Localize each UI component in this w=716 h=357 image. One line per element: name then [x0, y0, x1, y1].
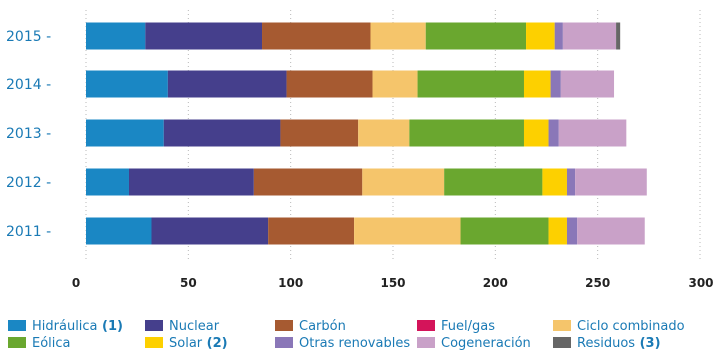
legend-swatch: [145, 320, 163, 331]
bar-segment-2015-ciclo-combinado: [370, 22, 426, 50]
legend-label: Cogeneración: [441, 336, 531, 351]
bar-row-2015: [86, 22, 621, 50]
bar-segment-2015-solar: [526, 22, 555, 50]
legend-swatch: [417, 337, 435, 348]
legend-label: Otras renovables: [299, 336, 410, 351]
legend-label: Nuclear: [169, 319, 220, 334]
legend-label: Eólica: [32, 336, 71, 351]
legend-swatch: [553, 320, 571, 331]
bar-segment-2014-cogeneración: [560, 70, 615, 98]
bar-segment-2011-ciclo-combinado: [354, 217, 461, 245]
legend-item-hidráulica: Hidráulica (1): [8, 319, 123, 334]
x-tick-label-200: 200: [483, 276, 508, 290]
bar-segment-2014-carbón: [286, 70, 373, 98]
legend-swatch: [8, 320, 26, 331]
bar-segment-2011-otras-renovables: [566, 217, 578, 245]
y-tick-label-2012: 2012 -: [6, 175, 51, 191]
bar-segment-2013-otras-renovables: [548, 119, 559, 147]
legend-item-ciclo-combinado: Ciclo combinado: [553, 319, 685, 334]
legend-label: Hidráulica (1): [32, 319, 123, 334]
bar-segment-2013-solar: [523, 119, 549, 147]
x-tick-label-50: 50: [180, 276, 197, 290]
legend-label: Solar (2): [169, 336, 228, 351]
legend-item-eólica: Eólica: [8, 336, 71, 351]
bar-segment-2011-nuclear: [151, 217, 269, 245]
x-tick-label-0: 0: [72, 276, 80, 290]
bar-segment-2011-eólica: [460, 217, 549, 245]
bar-segment-2014-solar: [523, 70, 551, 98]
bar-segment-2012-nuclear: [128, 168, 254, 196]
legend-item-nuclear: Nuclear: [145, 319, 220, 334]
bar-segment-2015-residuos: [616, 22, 621, 50]
bar-segment-2015-nuclear: [145, 22, 263, 50]
bar-segment-2012-cogeneración: [575, 168, 647, 196]
bar-segment-2012-carbón: [253, 168, 363, 196]
legend-item-cogeneración: Cogeneración: [417, 336, 531, 351]
legend-item-fuel-gas: Fuel/gas: [417, 319, 495, 334]
bar-segment-2013-carbón: [280, 119, 359, 147]
legend-item-solar: Solar (2): [145, 336, 228, 351]
legend: Hidráulica (1) Nuclear Carbón Fuel/gas Ciclo…: [8, 319, 685, 351]
bar-row-2011: [86, 217, 645, 245]
bar-segment-2011-cogeneración: [577, 217, 645, 245]
bar-segment-2014-nuclear: [167, 70, 287, 98]
bar-segment-2012-otras-renovables: [566, 168, 576, 196]
y-tick-label-2013: 2013 -: [6, 126, 51, 142]
bar-segment-2011-solar: [548, 217, 567, 245]
x-tick-label-150: 150: [380, 276, 405, 290]
bar-segment-2015-cogeneración: [562, 22, 617, 50]
bar-segment-2015-hidráulica: [86, 22, 146, 50]
bar-segment-2014-otras-renovables: [550, 70, 561, 98]
y-tick-label-2014: 2014 -: [6, 77, 51, 93]
bars: [86, 22, 647, 245]
bar-segment-2012-eólica: [444, 168, 543, 196]
bar-row-2013: [86, 119, 627, 147]
y-tick-label-2011: 2011 -: [6, 224, 51, 240]
bar-segment-2015-carbón: [262, 22, 371, 50]
y-tick-label-2015: 2015 -: [6, 29, 51, 45]
legend-label: Carbón: [299, 319, 346, 334]
legend-swatch: [275, 320, 293, 331]
legend-swatch: [275, 337, 293, 348]
legend-label: Fuel/gas: [441, 319, 495, 334]
bar-segment-2011-carbón: [268, 217, 355, 245]
bar-segment-2013-cogeneración: [558, 119, 627, 147]
x-tick-label-250: 250: [585, 276, 610, 290]
bar-segment-2014-hidráulica: [86, 70, 168, 98]
legend-item-carbón: Carbón: [275, 319, 346, 334]
bar-row-2012: [86, 168, 647, 196]
legend-label: Ciclo combinado: [577, 319, 685, 334]
bar-segment-2011-hidráulica: [86, 217, 152, 245]
bar-segment-2013-nuclear: [163, 119, 281, 147]
bar-row-2014: [86, 70, 615, 98]
x-axis-tick-labels: 0 50 100 150 200 250 300: [72, 276, 714, 290]
x-tick-label-300: 300: [688, 276, 713, 290]
legend-swatch: [145, 337, 163, 348]
bar-segment-2013-eólica: [409, 119, 524, 147]
bar-segment-2014-eólica: [417, 70, 524, 98]
legend-label: Residuos (3): [577, 336, 661, 351]
bar-segment-2012-solar: [542, 168, 567, 196]
legend-swatch: [417, 320, 435, 331]
bar-segment-2013-hidráulica: [86, 119, 164, 147]
legend-swatch: [8, 337, 26, 348]
legend-item-residuos: Residuos (3): [553, 336, 661, 351]
legend-swatch: [553, 337, 571, 348]
bar-segment-2013-ciclo-combinado: [358, 119, 410, 147]
legend-item-otras-renovables: Otras renovables: [275, 336, 410, 351]
x-tick-label-100: 100: [278, 276, 303, 290]
bar-segment-2015-otras-renovables: [554, 22, 563, 50]
y-axis-tick-labels: 2015 - 2014 - 2013 - 2012 - 2011 -: [6, 29, 51, 240]
bar-segment-2014-ciclo-combinado: [372, 70, 418, 98]
bar-segment-2012-ciclo-combinado: [362, 168, 445, 196]
bar-segment-2015-eólica: [425, 22, 527, 50]
bar-segment-2012-hidráulica: [86, 168, 129, 196]
